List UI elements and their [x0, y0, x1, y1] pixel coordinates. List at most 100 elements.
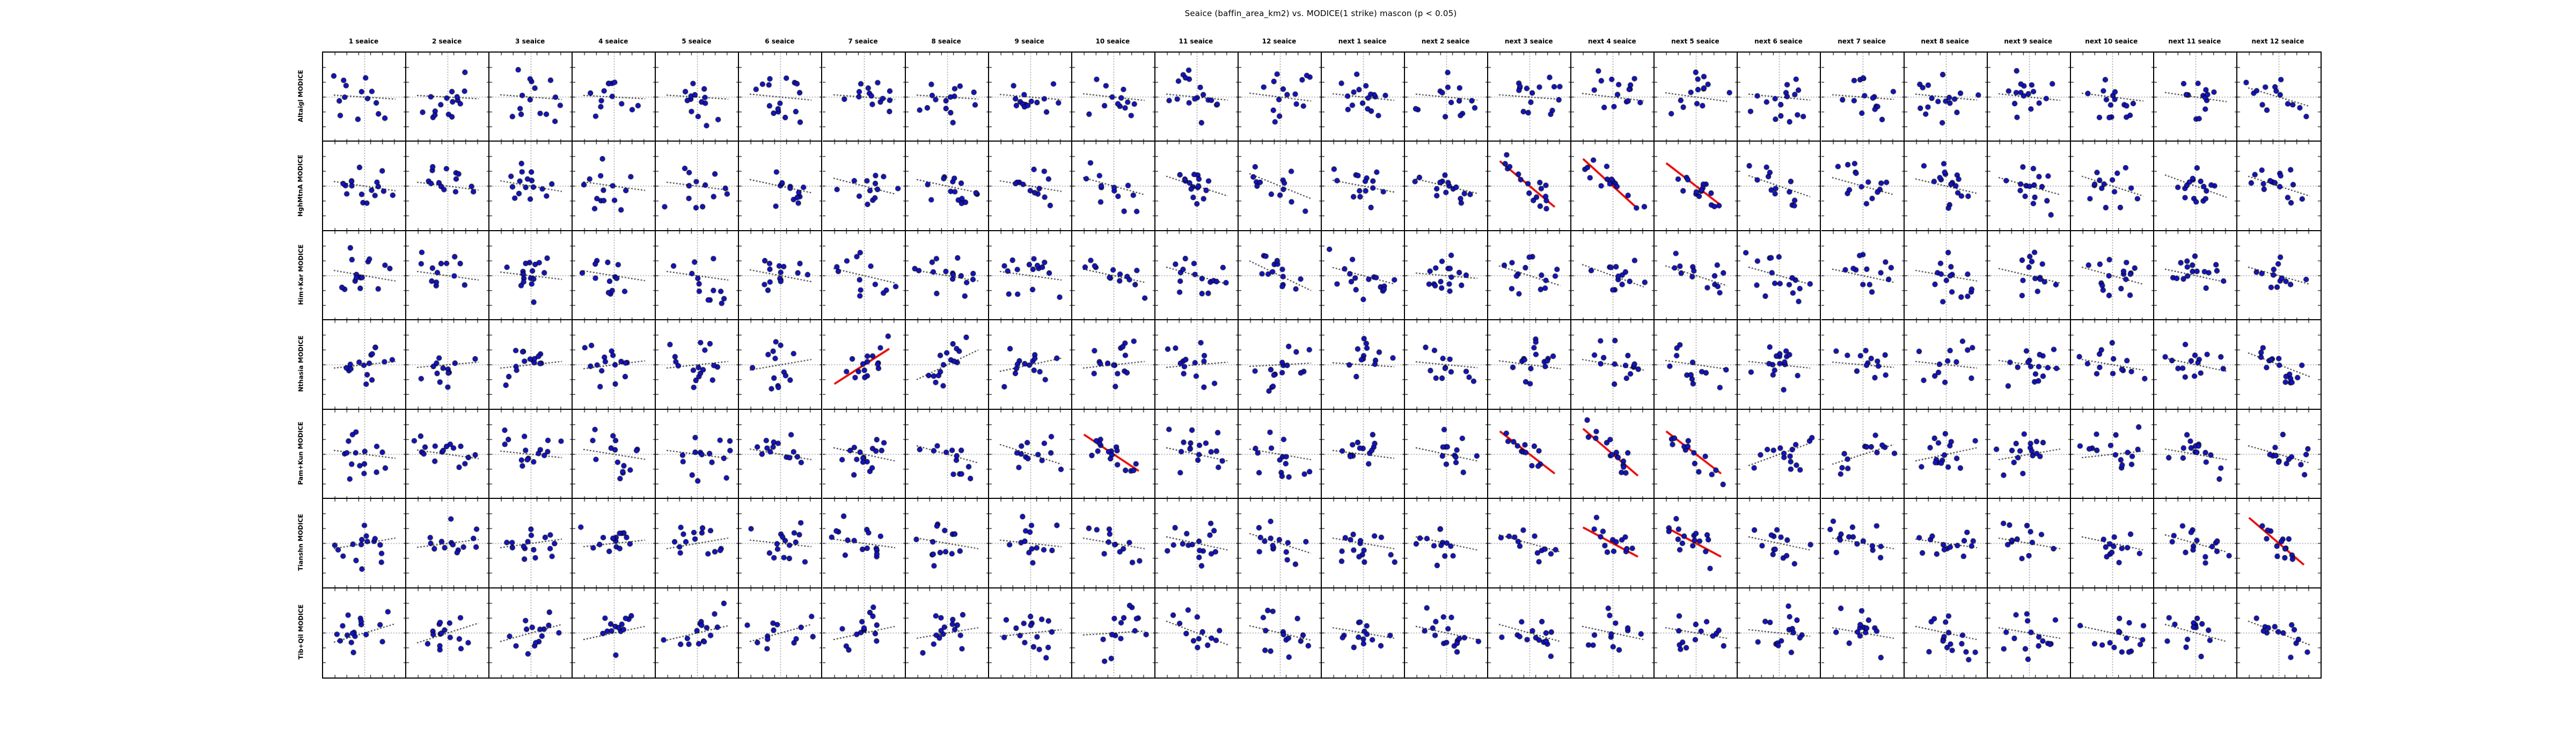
scatter-plot	[989, 53, 1072, 142]
column-header: 10 seaice	[1095, 38, 1130, 45]
scatter-plot	[656, 53, 740, 142]
column-header: 12 seaice	[1262, 38, 1297, 45]
scatter-cell-Nthasia-12_seaice	[1238, 320, 1322, 410]
scatter-cell-Him+Kar-12_seaice	[1238, 231, 1322, 321]
scatter-plot	[739, 588, 823, 678]
scatter-cell-Altaigl-next_11_seaice	[2154, 53, 2237, 142]
scatter-cell-Pam+Kun-next_8_seaice	[1904, 409, 1988, 499]
scatter-plot	[1322, 588, 1405, 678]
scatter-cell-Him+Kar-next_4_seaice	[1571, 231, 1655, 321]
scatter-plot	[1821, 588, 1905, 678]
scatter-plot	[739, 409, 823, 499]
scatter-cell-Pam+Kun-next_12_seaice	[2237, 409, 2321, 499]
scatter-cell-Altaigl-7_seaice	[822, 53, 906, 142]
scatter-cell-HghMtnA-10_seaice	[1072, 142, 1155, 231]
scatter-cell-Tianshn-3_seaice	[489, 499, 573, 588]
scatter-cell-HghMtnA-next_11_seaice	[2154, 142, 2237, 231]
scatter-cell-Him+Kar-next_8_seaice	[1904, 231, 1988, 321]
scatter-plot	[905, 53, 989, 142]
scatter-cell-Altaigl-next_8_seaice	[1904, 53, 1988, 142]
scatter-plot	[822, 499, 906, 588]
scatter-cell-HghMtnA-next_1_seaice	[1322, 142, 1406, 231]
scatter-cell-Him+Kar-5_seaice	[656, 231, 740, 321]
scatter-cell-Altaigl-3_seaice	[489, 53, 573, 142]
scatter-plot	[1238, 231, 1322, 320]
scatter-plot	[822, 231, 906, 320]
scatter-cell-Tianshn-next_3_seaice	[1488, 499, 1572, 588]
scatter-plot	[1655, 409, 1738, 499]
scatter-plot	[1571, 588, 1655, 678]
scatter-cell-Him+Kar-11_seaice	[1155, 231, 1239, 321]
scatter-plot	[1322, 320, 1405, 410]
scatter-plot	[1904, 231, 1988, 320]
scatter-cell-Pam+Kun-next_5_seaice	[1655, 409, 1738, 499]
scatter-cell-Tib+Qil-12_seaice	[1238, 588, 1322, 678]
scatter-plot	[1655, 499, 1738, 588]
scatter-cell-Tib+Qil-9_seaice	[989, 588, 1072, 678]
scatter-plot	[406, 231, 490, 320]
scatter-plot	[1405, 588, 1489, 678]
scatter-plot	[406, 409, 490, 499]
scatter-plot	[1571, 53, 1655, 142]
scatter-cell-Altaigl-next_2_seaice	[1405, 53, 1489, 142]
column-header: 11 seaice	[1179, 38, 1213, 45]
scatter-cell-Altaigl-10_seaice	[1072, 53, 1155, 142]
scatter-plot	[406, 588, 490, 678]
scatter-plot	[573, 53, 656, 142]
scatter-cell-Nthasia-6_seaice	[739, 320, 823, 410]
row-label: Pam+Kun MODICE	[291, 409, 310, 498]
scatter-plot	[905, 320, 989, 410]
scatter-cell-HghMtnA-next_4_seaice	[1571, 142, 1655, 231]
scatter-cell-HghMtnA-next_9_seaice	[1987, 142, 2071, 231]
column-header: next 3 seaice	[1504, 38, 1553, 45]
scatter-cell-Nthasia-11_seaice	[1155, 320, 1239, 410]
scatter-cell-Altaigl-11_seaice	[1155, 53, 1239, 142]
column-header: next 6 seaice	[1754, 38, 1803, 45]
scatter-plot	[2154, 588, 2237, 678]
scatter-cell-Pam+Kun-next_4_seaice	[1571, 409, 1655, 499]
scatter-cell-Him+Kar-7_seaice	[822, 231, 906, 321]
scatter-plot	[2070, 499, 2154, 588]
scatter-cell-Tib+Qil-1_seaice	[323, 588, 407, 678]
row-label-text: Altaigl MODICE	[297, 70, 304, 122]
scatter-cell-Nthasia-8_seaice	[905, 320, 989, 410]
scatter-plot	[1571, 231, 1655, 320]
scatter-plot	[1072, 53, 1155, 142]
scatter-plot	[573, 588, 656, 678]
scatter-plot	[989, 142, 1072, 231]
scatter-cell-Pam+Kun-next_6_seaice	[1738, 409, 1821, 499]
column-header: next 7 seaice	[1838, 38, 1886, 45]
scatter-plot	[1571, 409, 1655, 499]
scatter-plot	[1405, 231, 1489, 320]
scatter-cell-Tianshn-4_seaice	[573, 499, 656, 588]
scatter-plot	[822, 320, 906, 410]
column-header: next 5 seaice	[1671, 38, 1719, 45]
scatter-plot	[1821, 499, 1905, 588]
scatter-plot	[1738, 499, 1821, 588]
scatter-plot	[1655, 320, 1738, 410]
scatter-cell-HghMtnA-12_seaice	[1238, 142, 1322, 231]
column-header: next 1 seaice	[1338, 38, 1387, 45]
scatter-plot	[1738, 142, 1821, 231]
scatter-plot	[2237, 409, 2321, 499]
scatter-cell-Altaigl-next_9_seaice	[1987, 53, 2071, 142]
scatter-cell-Tianshn-next_7_seaice	[1821, 499, 1905, 588]
scatter-plot	[822, 409, 906, 499]
scatter-plot	[1488, 142, 1572, 231]
scatter-cell-Him+Kar-9_seaice	[989, 231, 1072, 321]
column-header: 2 seaice	[431, 38, 462, 45]
scatter-plot	[2154, 53, 2237, 142]
scatter-cell-Him+Kar-next_3_seaice	[1488, 231, 1572, 321]
scatter-cell-HghMtnA-6_seaice	[739, 142, 823, 231]
scatter-cell-Him+Kar-next_6_seaice	[1738, 231, 1821, 321]
scatter-plot	[489, 53, 573, 142]
scatter-cell-Tianshn-next_2_seaice	[1405, 499, 1489, 588]
scatter-plot	[1322, 142, 1405, 231]
scatter-plot	[1155, 320, 1239, 410]
scatter-cell-Altaigl-6_seaice	[739, 53, 823, 142]
scatter-cell-Tianshn-next_9_seaice	[1987, 499, 2071, 588]
column-header: 8 seaice	[931, 38, 961, 45]
scatter-plot	[1821, 409, 1905, 499]
scatter-cell-Nthasia-next_10_seaice	[2070, 320, 2154, 410]
scatter-cell-Tianshn-next_5_seaice	[1655, 499, 1738, 588]
